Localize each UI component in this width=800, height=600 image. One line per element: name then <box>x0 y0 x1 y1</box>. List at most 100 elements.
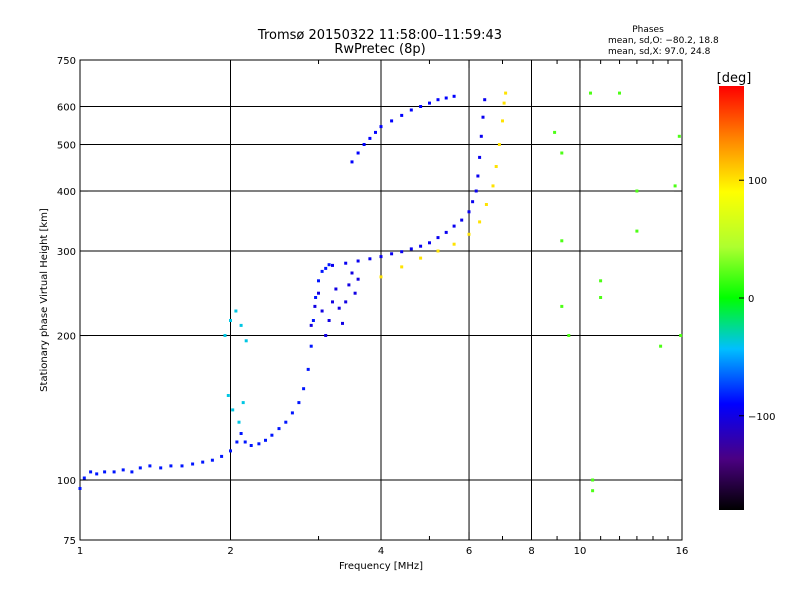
data-point <box>599 279 603 283</box>
y-tick-label: 200 <box>57 332 76 343</box>
data-point <box>264 438 267 442</box>
data-point <box>428 241 431 245</box>
data-point <box>309 323 313 327</box>
data-point <box>210 458 214 462</box>
data-point <box>460 218 464 222</box>
data-point <box>320 269 324 273</box>
data-point <box>409 108 413 112</box>
data-point <box>428 101 431 105</box>
data-point <box>353 291 357 295</box>
data-point <box>231 408 235 412</box>
data-point <box>452 242 456 246</box>
data-point <box>235 440 239 444</box>
data-point <box>444 96 448 100</box>
x-tick-label: 6 <box>466 546 472 557</box>
data-point <box>270 433 274 437</box>
data-point <box>599 296 603 299</box>
data-point <box>159 466 163 470</box>
data-point <box>290 411 294 415</box>
data-point <box>436 236 440 240</box>
data-point <box>331 300 334 304</box>
stats-heading: Phases <box>632 25 664 35</box>
data-point <box>591 478 595 482</box>
data-point <box>89 470 93 474</box>
data-point <box>591 489 595 493</box>
data-point <box>419 244 423 248</box>
data-point <box>243 440 247 444</box>
data-point <box>497 143 501 146</box>
grid-layer <box>80 60 682 540</box>
y-tick-label: 600 <box>57 103 76 114</box>
data-point <box>334 287 338 291</box>
data-point <box>356 259 360 263</box>
data-point <box>452 94 456 98</box>
data-point <box>471 200 475 204</box>
data-point <box>481 115 485 119</box>
data-point <box>504 91 508 95</box>
data-point <box>239 323 243 327</box>
data-point <box>478 220 482 224</box>
data-point <box>452 224 456 228</box>
data-point <box>297 401 301 405</box>
data-point <box>476 174 480 178</box>
data-point <box>130 470 134 474</box>
data-point <box>419 105 423 108</box>
data-point <box>467 232 471 236</box>
data-point <box>257 442 261 446</box>
data-point <box>239 432 243 435</box>
data-point <box>679 334 683 337</box>
x-tick-label: 1 <box>77 546 83 557</box>
data-point <box>229 319 232 322</box>
data-point <box>237 420 241 424</box>
data-point <box>341 321 344 325</box>
data-point <box>356 151 360 155</box>
data-point <box>635 189 639 193</box>
data-point <box>350 271 354 275</box>
data-point <box>314 296 318 299</box>
stats-line-o: mean, sd,O: −80.2, 18.8 <box>608 36 719 46</box>
data-point <box>467 210 471 214</box>
data-point <box>112 470 116 474</box>
data-point <box>337 306 341 310</box>
data-point <box>344 300 348 304</box>
data-point <box>277 427 281 431</box>
data-point <box>560 304 564 308</box>
data-point <box>309 344 313 348</box>
data-point <box>483 98 487 102</box>
data-point <box>478 155 482 159</box>
data-point <box>244 339 248 343</box>
data-point <box>324 266 328 270</box>
data-points <box>78 91 683 493</box>
colorbar-tick-label: 0 <box>748 294 754 305</box>
data-point <box>201 460 205 464</box>
data-point <box>484 203 488 206</box>
colorbar-tick-label: −100 <box>748 412 775 423</box>
data-point <box>560 151 564 155</box>
x-tick-label: 4 <box>378 546 384 557</box>
chart-subtitle: RwPretec (8p) <box>334 42 425 57</box>
data-point <box>148 464 152 468</box>
data-point <box>374 130 377 134</box>
y-tick-label: 500 <box>57 141 76 152</box>
data-point <box>313 304 317 308</box>
data-point <box>169 464 173 468</box>
data-point <box>344 261 348 265</box>
data-point <box>589 91 592 95</box>
data-point <box>567 334 571 337</box>
data-point <box>350 160 354 164</box>
data-point <box>400 265 404 269</box>
data-point <box>320 309 324 313</box>
data-point <box>249 444 253 447</box>
data-point <box>331 263 334 267</box>
data-point <box>327 319 331 322</box>
x-axis-label: Frequency [MHz] <box>339 561 423 572</box>
data-point <box>234 309 238 313</box>
stats-line-x: mean, sd,X: 97.0, 24.8 <box>608 47 711 57</box>
data-point <box>677 134 681 138</box>
data-point <box>479 134 483 138</box>
data-point <box>368 257 372 261</box>
data-point <box>223 334 227 337</box>
data-point <box>553 130 557 134</box>
x-tick-label: 2 <box>227 546 233 557</box>
